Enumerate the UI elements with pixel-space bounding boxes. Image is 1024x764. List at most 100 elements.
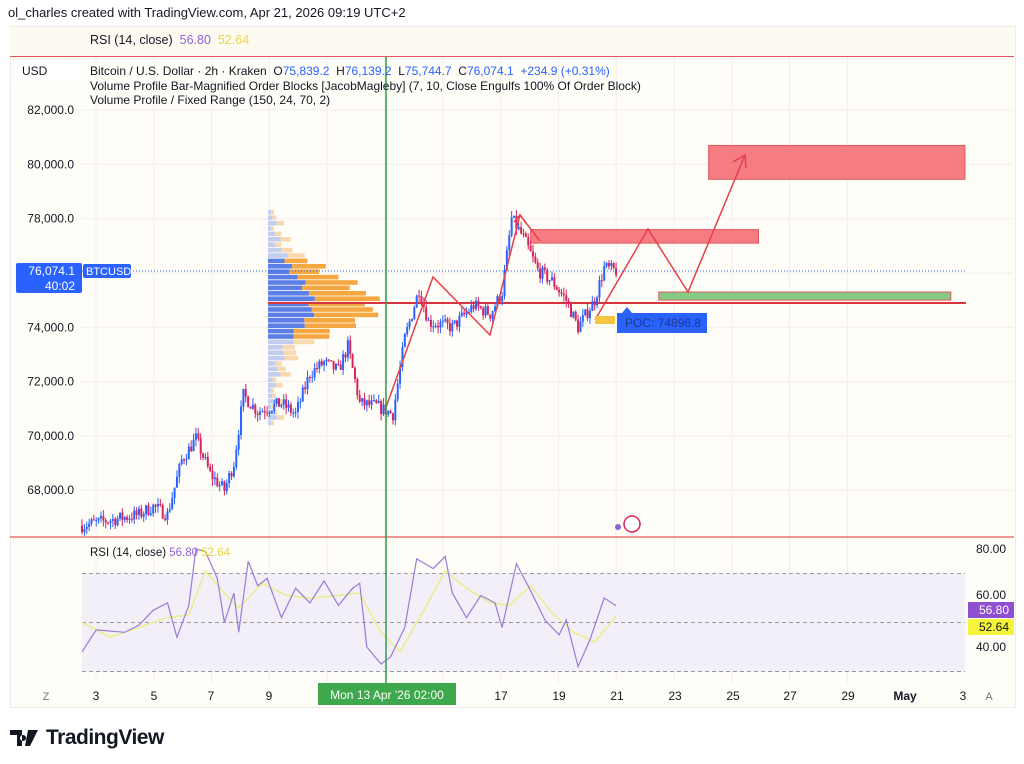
candle-body [114,518,117,526]
candle-body [458,315,461,327]
candle-body [479,306,482,309]
candle-body [505,250,508,271]
price-axis-label: 68,000.0 [27,483,74,497]
candle-body [605,262,608,266]
order-block-demand [658,291,952,301]
volume-profile-bar-up [268,366,278,372]
countdown-value: 40:02 [45,279,75,293]
candle-body [97,518,100,521]
volume-profile-bar-down [271,404,274,409]
rsi-header-ma-value: 52.64 [217,33,250,47]
candle-body [524,233,527,238]
time-axis-label: 19 [552,689,566,703]
candle-body [102,516,105,521]
tradingview-logo[interactable]: TradingView [10,726,164,750]
candle-body [541,267,544,279]
candle-body [270,411,273,413]
candle-body [308,377,311,379]
candle-body [553,277,556,287]
candle-body [399,367,402,384]
candle-body [534,256,537,263]
candle-body [332,360,335,370]
candle-body [95,520,98,522]
candle-body [579,321,582,333]
candle-body [230,473,233,477]
candle-body [232,467,235,477]
volume-profile-bar-up [268,215,273,220]
candle-body [465,312,468,315]
candle-body [221,481,224,485]
candle-body [111,518,114,522]
poc-marker [595,316,615,324]
change-value: +234.9 (+0.31%) [520,64,610,78]
time-axis-label: 17 [494,689,508,703]
volume-profile-bar-up [268,285,303,291]
candle-body [278,398,281,407]
volume-profile-bar-up [268,269,290,274]
candle-body [259,411,262,415]
candle-body [344,354,347,358]
candle-body [529,245,532,252]
candle-body [301,387,304,402]
time-axis-label: 27 [783,689,797,703]
auto-scale-a-button[interactable]: A [985,691,993,703]
candle-body [558,289,561,293]
poc-label: POC: 74896.8 [625,316,701,330]
time-axis-label: 7 [208,689,215,703]
event-marker-icon [615,524,621,530]
candle-body [517,227,520,229]
tradingview-wordmark: TradingView [46,726,164,749]
candle-body [209,466,212,471]
indicator-legend-volume-profile[interactable]: Volume Profile / Fixed Range (150, 24, 7… [90,93,331,107]
candle-body [242,388,245,407]
currency-button[interactable]: USD [14,60,80,82]
candle-body [358,395,361,402]
candle-body [536,262,539,269]
time-axis-label: 3 [93,689,100,703]
high-value: 76,139.2 [344,64,392,78]
volume-profile-bar-up [268,312,315,318]
close-label: C [458,64,467,78]
volume-profile-bar-down [271,388,274,393]
symbol-title[interactable]: Bitcoin / U.S. Dollar · 2h · Kraken [90,64,267,78]
candle-body [149,513,152,515]
candle-body [550,277,553,281]
rsi-header-value: 56.80 [179,33,211,47]
volume-profile-bar-down [271,210,274,215]
volume-profile-bar-up [268,220,277,226]
order-block-supply [708,144,966,180]
volume-profile-bar-down [314,296,380,301]
candle-body [107,522,110,524]
trend-drawing [594,154,746,321]
candle-body [567,300,570,304]
volume-profile-bar-up [268,372,281,377]
candle-body [81,525,83,533]
candle-body [477,300,480,307]
candle-body [152,504,155,514]
candle-body [463,312,466,315]
volume-profile-bar-down [293,334,330,339]
volume-profile-bar-down [272,215,277,220]
candle-body [560,292,563,294]
trend-drawing [384,213,541,411]
candle-body [206,456,209,467]
candle-body [268,412,271,414]
candle-body [282,399,285,405]
price-axis-label: 74,000.0 [27,320,74,334]
volume-profile-bar-down [280,372,291,377]
candle-body [489,314,492,319]
candle-body [482,308,485,316]
indicator-legend-order-blocks[interactable]: Volume Profile Bar-Magnified Order Block… [90,78,641,93]
volume-profile-bar-up [268,399,277,404]
candle-body [183,459,186,461]
candle-body [470,305,473,312]
candle-body [543,267,546,270]
candle-body [244,388,247,397]
candle-body [353,367,356,379]
auto-scale-z-button[interactable]: Z [43,691,50,703]
candle-body [486,306,489,315]
high-label: H [336,64,345,78]
candle-body [251,404,254,409]
candle-body [199,438,202,454]
